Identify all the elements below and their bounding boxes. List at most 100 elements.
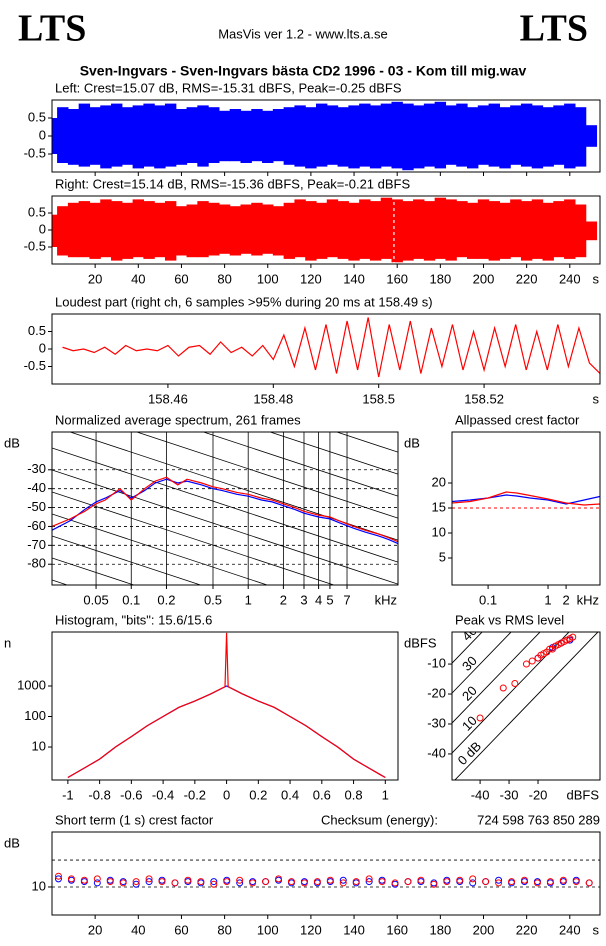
data-point — [223, 878, 231, 886]
waveform-envelope — [218, 204, 231, 254]
data-point — [365, 878, 373, 886]
x-tick-label: -0.4 — [152, 787, 174, 802]
plot-frame — [451, 631, 601, 781]
waveform-envelope — [564, 199, 576, 259]
data-point — [569, 633, 577, 641]
x-tick-label: 100 — [257, 922, 279, 937]
series-line — [452, 494, 600, 505]
x-tick-label: 180 — [429, 271, 451, 286]
data-point — [456, 876, 464, 884]
waveform-envelope — [467, 202, 479, 259]
x-tick-label: -0.8 — [88, 787, 110, 802]
data-point — [365, 875, 373, 883]
data-point — [145, 878, 153, 886]
level-diagonal — [452, 632, 570, 754]
waveform-envelope — [52, 214, 58, 247]
x-tick-label: 100 — [257, 271, 279, 286]
x-axis-label: s — [593, 391, 600, 406]
waveform-envelope — [380, 103, 393, 167]
level-label: 40 — [459, 623, 480, 644]
data-point — [482, 878, 490, 886]
panel-title: Right: Crest=15.14 dB, RMS=-15.36 dBFS, … — [55, 176, 410, 191]
x-tick-label: 0.8 — [345, 787, 363, 802]
waveform-envelope — [240, 204, 252, 254]
data-point — [67, 875, 75, 883]
waveform-envelope — [402, 103, 414, 171]
waveform-envelope — [564, 103, 576, 169]
x-tick-label: -1 — [62, 787, 74, 802]
waveform-envelope — [89, 202, 101, 259]
panel-title: Histogram, "bits": 15.6/15.6 — [55, 612, 212, 627]
data-point — [533, 879, 541, 887]
plot-area: 40 30 20 10 0 dB — [452, 623, 599, 780]
series-line — [52, 478, 398, 544]
waveform-envelope — [359, 103, 371, 167]
y-tick-label: -40 — [427, 745, 446, 760]
data-point — [249, 879, 257, 887]
y-tick-label: -30 — [427, 715, 446, 730]
x-axis-label: kHz — [375, 592, 397, 607]
waveform-envelope — [542, 107, 554, 167]
data-point — [287, 878, 295, 886]
data-point — [559, 876, 567, 884]
waveform-envelope — [553, 201, 565, 258]
reference-diagonal — [52, 294, 398, 408]
x-tick-label: 40 — [131, 271, 145, 286]
data-point — [236, 879, 244, 887]
waveform-envelope — [272, 206, 285, 256]
waveform-envelope — [413, 199, 425, 259]
plot-frame — [51, 631, 399, 781]
waveform-envelope — [326, 105, 339, 165]
x-tick-label: 80 — [217, 271, 231, 286]
waveform-envelope — [67, 202, 80, 258]
waveform-envelope — [315, 103, 328, 167]
x-tick-label: 0.4 — [281, 787, 299, 802]
waveform-envelope — [251, 202, 263, 256]
waveform-envelope — [100, 105, 112, 169]
checksum-label: Checksum (energy): — [321, 812, 438, 827]
data-point — [93, 879, 101, 887]
x-tick-label: 60 — [174, 271, 188, 286]
waveform-envelope — [111, 201, 123, 261]
data-point — [197, 878, 205, 886]
data-point — [54, 872, 62, 880]
waveform-envelope — [456, 201, 468, 258]
plot-area — [62, 317, 600, 378]
data-point — [236, 876, 244, 884]
waveform-envelope — [132, 105, 144, 169]
data-point — [469, 879, 477, 887]
waveform-envelope — [305, 201, 317, 261]
data-point — [145, 875, 153, 883]
waveform-envelope — [574, 107, 587, 167]
plot-area — [52, 196, 598, 264]
y-tick-label: -0.5 — [24, 358, 46, 373]
data-point — [262, 878, 270, 886]
waveform-envelope — [186, 107, 198, 163]
x-tick-label: 220 — [516, 922, 538, 937]
waveform-envelope — [510, 199, 522, 258]
x-tick-label: 0.6 — [313, 787, 331, 802]
x-tick-label: 240 — [559, 922, 581, 937]
level-diagonal — [452, 632, 512, 694]
y-tick-label: -70 — [27, 537, 46, 552]
data-point — [391, 879, 399, 887]
reference-diagonal — [335, 432, 398, 453]
waveform-envelope — [348, 105, 360, 169]
waveform-envelope — [402, 201, 414, 261]
reference-diagonal — [135, 432, 398, 519]
x-tick-label: 80 — [217, 922, 231, 937]
y-tick-label: 0 — [39, 221, 46, 236]
x-tick-label: 4 — [315, 592, 322, 607]
x-tick-label: 40 — [131, 922, 145, 937]
reference-diagonal — [268, 432, 398, 475]
y-tick-label: -30 — [27, 461, 46, 476]
panel-title: Loudest part (right ch, 6 samples >95% d… — [55, 294, 433, 309]
data-point — [469, 875, 477, 883]
waveform-envelope — [67, 109, 80, 165]
x-tick-label: -30 — [500, 787, 519, 802]
x-tick-label: 200 — [473, 922, 495, 937]
x-tick-label: 0.1 — [479, 592, 497, 607]
x-tick-label: -40 — [471, 787, 490, 802]
data-point — [106, 878, 114, 886]
waveform-envelope — [78, 103, 91, 167]
